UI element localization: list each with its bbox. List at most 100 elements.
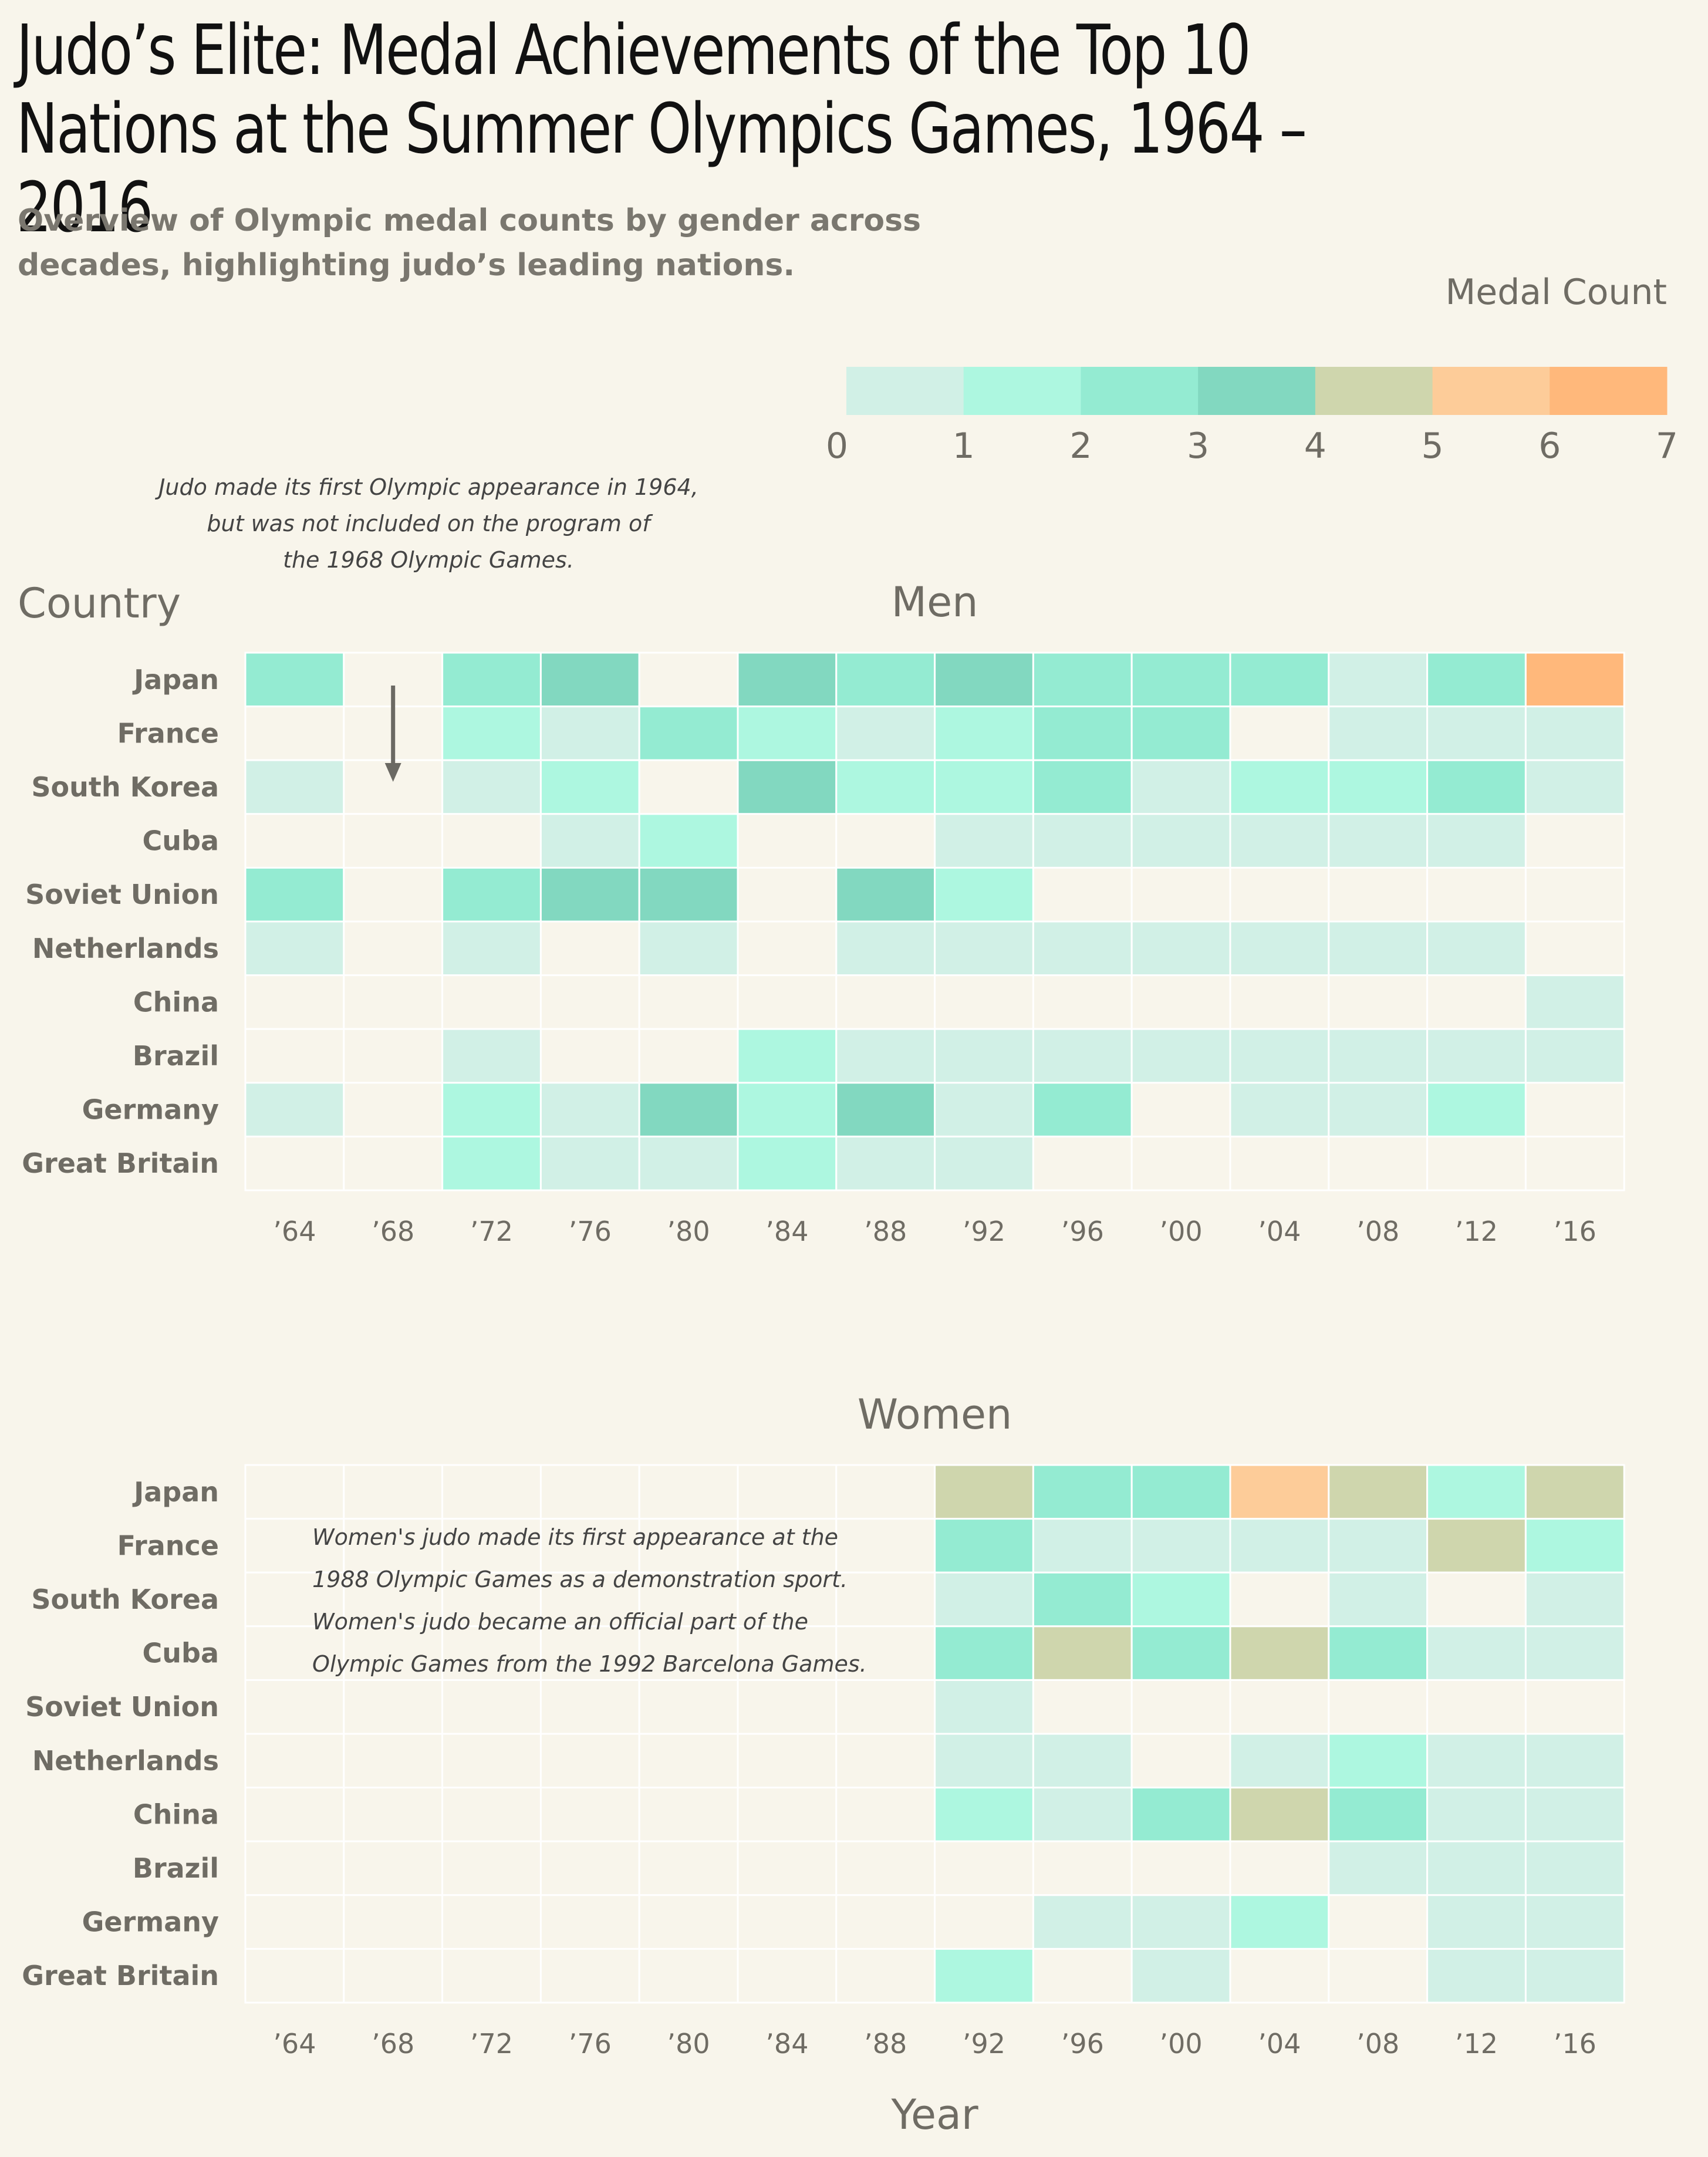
annotation-women-text: 1988 Olympic Games as a demonstration sp… [312, 1567, 848, 1592]
heatmap-cell [737, 1135, 838, 1191]
heatmap-cell [343, 1787, 444, 1842]
heatmap-cell [343, 1947, 444, 2004]
heatmap-cell [539, 1135, 640, 1191]
heatmap-cell [441, 1082, 542, 1137]
heatmap-cell [1426, 1135, 1527, 1191]
heatmap-cell [1130, 1679, 1231, 1735]
heatmap-cell [244, 1518, 345, 1574]
heatmap-cell [1328, 1947, 1429, 2004]
heatmap-cell [539, 813, 640, 869]
country-label: France [117, 717, 219, 749]
page-subtitle: Overview of Olympic medal counts by gend… [18, 203, 921, 283]
heatmap-cell [244, 1733, 345, 1789]
heatmap-cell [1130, 920, 1231, 977]
annotation-men-text: but was not included on the program of [207, 511, 653, 536]
legend-swatch [1432, 367, 1550, 415]
heatmap-cell [1426, 1733, 1527, 1789]
heatmap-cell [1524, 1082, 1625, 1137]
heatmap-cell [1328, 706, 1429, 761]
heatmap-cell [441, 1787, 542, 1842]
legend-tick-label: 1 [953, 426, 975, 467]
legend-title: Medal Count [1446, 272, 1667, 313]
heatmap-cell [1130, 1464, 1231, 1520]
heatmap-cell [1032, 1028, 1133, 1084]
country-label: South Korea [31, 1584, 219, 1615]
heatmap-cell [441, 813, 542, 869]
annotation-women-text: Olympic Games from the 1992 Barcelona Ga… [312, 1651, 867, 1677]
legend-tick-label: 2 [1069, 426, 1092, 467]
heatmap-cell [1130, 1733, 1231, 1789]
heatmap-cell [343, 1625, 444, 1681]
heatmap-cell [244, 1028, 345, 1084]
heatmap-cell [1426, 759, 1527, 815]
heatmap-cell [638, 866, 739, 923]
heatmap-cell [934, 1625, 1034, 1681]
heatmap-cell [1032, 866, 1133, 923]
panel-title: Men [892, 578, 978, 626]
heatmap-cell [638, 1518, 739, 1574]
heatmap-cell [1524, 706, 1625, 761]
heatmap-cell [441, 652, 542, 708]
heatmap-cell [835, 813, 936, 869]
heatmap-cell [1328, 1135, 1429, 1191]
heatmap-cell [343, 1571, 444, 1628]
heatmap-cell [1032, 1571, 1133, 1628]
heatmap-cell [539, 1028, 640, 1084]
heatmap-cell [835, 1733, 936, 1789]
heatmap-cell [1328, 1840, 1429, 1896]
year-tick-label: ’88 [864, 1216, 907, 1247]
heatmap-cell [1524, 1464, 1625, 1520]
heatmap-cell [1229, 1082, 1330, 1137]
heatmap-cell [343, 1464, 444, 1520]
heatmap-cell [1032, 1135, 1133, 1191]
heatmap-cell [934, 813, 1034, 869]
annotation-arrow-head [384, 763, 401, 782]
heatmap-cell [244, 1787, 345, 1842]
heatmap-cell [343, 1894, 444, 1950]
year-tick-label: ’88 [864, 2028, 907, 2060]
year-tick-label: ’84 [765, 2028, 808, 2060]
year-tick-label: ’92 [963, 1216, 1005, 1247]
heatmap-cell [244, 866, 345, 923]
heatmap-cell [737, 1464, 838, 1520]
heatmap-cell [441, 1894, 542, 1950]
heatmap-cell [934, 1082, 1034, 1137]
country-label: Netherlands [32, 1745, 219, 1777]
heatmap-cell [1426, 1625, 1527, 1681]
heatmap-cell [441, 1028, 542, 1084]
heatmap-cell [934, 1894, 1034, 1950]
heatmap-cell [1130, 1894, 1231, 1950]
heatmap-cell [934, 1571, 1034, 1628]
heatmap-cell [934, 1947, 1034, 2004]
heatmap-cell [343, 1733, 444, 1789]
heatmap-cell [1130, 1571, 1231, 1628]
heatmap-cell [737, 1679, 838, 1735]
heatmap-cell [441, 1625, 542, 1681]
heatmap-cell [1032, 1625, 1133, 1681]
country-label: Germany [82, 1094, 219, 1126]
heatmap-cell [1328, 759, 1429, 815]
heatmap-cell [1130, 1082, 1231, 1137]
heatmap-cell [441, 974, 542, 1030]
heatmap-cell [1229, 1571, 1330, 1628]
heatmap-cell [638, 1733, 739, 1789]
heatmap-cell [1328, 1733, 1429, 1789]
heatmap-cell [244, 974, 345, 1030]
heatmap-cell [539, 706, 640, 761]
heatmap-cell [737, 1028, 838, 1084]
heatmap-cell [244, 1679, 345, 1735]
heatmap-cell [835, 974, 936, 1030]
heatmap-cell [1032, 1787, 1133, 1842]
heatmap-cell [539, 866, 640, 923]
heatmap-cell [1328, 866, 1429, 923]
heatmap-cell [441, 866, 542, 923]
heatmap-cell [835, 1840, 936, 1896]
country-label: Brazil [133, 1040, 219, 1072]
heatmap-cell [638, 652, 739, 708]
year-tick-label: ’68 [372, 2028, 414, 2060]
country-label: France [117, 1530, 219, 1561]
heatmap-cell [1328, 1679, 1429, 1735]
legend-tick-label: 7 [1656, 426, 1678, 467]
year-tick-label: ’64 [273, 2028, 316, 2060]
